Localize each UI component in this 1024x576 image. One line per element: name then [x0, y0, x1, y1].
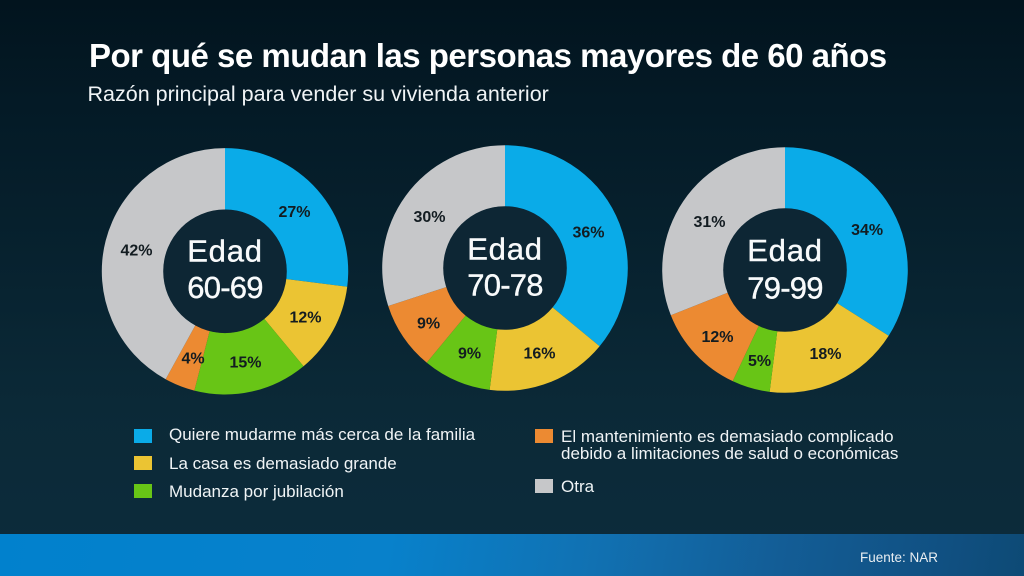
- svg-text:9%: 9%: [458, 346, 481, 363]
- svg-text:12%: 12%: [289, 310, 321, 327]
- svg-text:5%: 5%: [748, 353, 771, 370]
- svg-text:42%: 42%: [120, 243, 152, 260]
- svg-text:Edad: Edad: [747, 233, 823, 268]
- svg-text:4%: 4%: [181, 351, 204, 368]
- svg-text:60-69: 60-69: [187, 270, 263, 305]
- svg-text:15%: 15%: [229, 355, 261, 372]
- svg-text:Edad: Edad: [187, 234, 263, 269]
- svg-text:30%: 30%: [413, 209, 445, 226]
- svg-text:70-78: 70-78: [467, 267, 543, 302]
- svg-text:79-99: 79-99: [747, 270, 823, 305]
- svg-text:18%: 18%: [809, 346, 841, 363]
- svg-text:31%: 31%: [693, 214, 725, 231]
- svg-text:12%: 12%: [701, 329, 733, 346]
- svg-text:27%: 27%: [278, 204, 310, 221]
- svg-text:Edad: Edad: [467, 232, 543, 267]
- svg-text:9%: 9%: [417, 316, 440, 333]
- svg-text:36%: 36%: [572, 225, 604, 242]
- svg-text:34%: 34%: [851, 222, 883, 239]
- svg-text:16%: 16%: [523, 346, 555, 363]
